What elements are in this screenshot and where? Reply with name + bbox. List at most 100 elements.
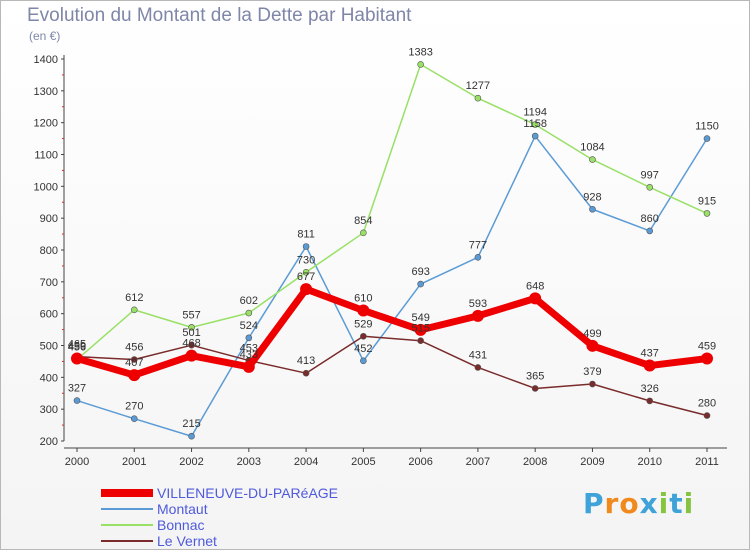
chart-title: Evolution du Montant de la Dette par Hab… bbox=[27, 5, 412, 26]
y-tick-label: 1100 bbox=[34, 150, 58, 162]
data-point[interactable] bbox=[188, 341, 195, 349]
y-tick-label: 400 bbox=[40, 372, 58, 384]
legend-item[interactable]: Bonnac bbox=[101, 517, 338, 533]
data-point[interactable] bbox=[589, 156, 596, 163]
data-point[interactable] bbox=[703, 210, 711, 217]
data-label: 928 bbox=[583, 191, 601, 203]
data-point[interactable] bbox=[245, 309, 253, 317]
data-point[interactable] bbox=[646, 397, 654, 405]
data-point[interactable] bbox=[417, 280, 424, 288]
data-point[interactable] bbox=[646, 183, 654, 191]
data-label: 326 bbox=[641, 383, 659, 395]
data-label: 433 bbox=[240, 349, 258, 361]
data-point[interactable] bbox=[531, 121, 539, 128]
data-point[interactable] bbox=[417, 337, 424, 345]
data-point[interactable] bbox=[360, 332, 367, 340]
data-point[interactable] bbox=[471, 309, 484, 322]
legend-label: Montaut bbox=[157, 501, 208, 517]
data-label: 811 bbox=[297, 228, 315, 240]
data-point[interactable] bbox=[643, 359, 656, 372]
legend-item[interactable]: Montaut bbox=[101, 501, 338, 517]
data-point[interactable] bbox=[188, 324, 195, 331]
data-label: 270 bbox=[125, 401, 143, 413]
y-tick-label: 200 bbox=[40, 436, 58, 448]
data-point[interactable] bbox=[703, 135, 711, 142]
chart-data-labels: 459 407 468 433 677 610 549 593 648 499 437 459 327 2… bbox=[68, 46, 719, 430]
data-point[interactable] bbox=[586, 339, 599, 352]
data-point[interactable] bbox=[701, 352, 713, 365]
y-tick-label: 600 bbox=[40, 309, 58, 321]
data-label: 524 bbox=[240, 320, 258, 332]
data-label: 693 bbox=[411, 266, 429, 278]
data-point[interactable] bbox=[703, 412, 711, 419]
data-label: 610 bbox=[354, 292, 372, 304]
y-tick-label: 1400 bbox=[34, 54, 58, 66]
data-point[interactable] bbox=[130, 356, 138, 363]
data-label: 602 bbox=[240, 295, 258, 307]
data-point[interactable] bbox=[302, 268, 310, 276]
data-point[interactable] bbox=[245, 334, 253, 342]
y-tick-label: 1200 bbox=[34, 118, 58, 130]
x-tick-label: 2007 bbox=[466, 456, 490, 468]
data-label: 648 bbox=[526, 280, 544, 292]
data-point[interactable] bbox=[357, 304, 370, 317]
x-tick-label: 2011 bbox=[695, 456, 719, 468]
data-label: 499 bbox=[583, 328, 601, 340]
data-point[interactable] bbox=[414, 323, 427, 336]
data-label: 677 bbox=[297, 271, 315, 283]
data-point[interactable] bbox=[589, 380, 596, 388]
data-point[interactable] bbox=[128, 369, 141, 382]
data-label: 515 bbox=[411, 323, 429, 335]
legend-swatch bbox=[101, 489, 153, 497]
x-tick-label: 2002 bbox=[179, 456, 203, 468]
data-label: 529 bbox=[354, 318, 372, 330]
series-line bbox=[73, 285, 711, 379]
legend-item[interactable]: Le Vernet bbox=[101, 533, 338, 549]
proxiti-logo: Proxiti bbox=[583, 487, 694, 520]
data-label: 1158 bbox=[523, 118, 547, 130]
data-point[interactable] bbox=[417, 61, 424, 68]
data-label: 459 bbox=[68, 341, 86, 353]
data-point[interactable] bbox=[531, 385, 539, 392]
logo-letter: t bbox=[669, 487, 684, 520]
data-point[interactable] bbox=[188, 432, 195, 440]
data-point[interactable] bbox=[302, 243, 310, 250]
data-label: 1277 bbox=[466, 80, 490, 92]
data-label: 365 bbox=[526, 370, 544, 382]
data-point[interactable] bbox=[73, 397, 81, 404]
data-point[interactable] bbox=[589, 205, 596, 213]
chart-series bbox=[71, 61, 713, 440]
logo-letter: i bbox=[683, 487, 695, 520]
data-label: 413 bbox=[297, 355, 315, 367]
data-point[interactable] bbox=[302, 369, 310, 377]
data-label: 379 bbox=[583, 366, 601, 378]
y-tick-label: 700 bbox=[40, 277, 58, 289]
legend-item[interactable]: VILLENEUVE-DU-PARéAGE bbox=[101, 485, 338, 501]
legend-swatch bbox=[101, 524, 153, 526]
data-point[interactable] bbox=[130, 306, 138, 314]
data-point[interactable] bbox=[185, 349, 198, 362]
data-point[interactable] bbox=[360, 229, 367, 237]
data-point[interactable] bbox=[242, 360, 255, 373]
data-point[interactable] bbox=[130, 415, 138, 423]
legend-label: Le Vernet bbox=[157, 533, 217, 549]
data-point[interactable] bbox=[71, 352, 83, 365]
data-label: 456 bbox=[125, 342, 143, 354]
data-point[interactable] bbox=[474, 254, 482, 261]
data-point[interactable] bbox=[300, 283, 313, 296]
data-label: 612 bbox=[125, 292, 143, 304]
data-point[interactable] bbox=[531, 132, 539, 140]
y-tick-label: 500 bbox=[40, 341, 58, 353]
data-point[interactable] bbox=[360, 357, 367, 365]
x-tick-label: 2004 bbox=[294, 456, 318, 468]
data-point[interactable] bbox=[474, 94, 482, 102]
legend-label: VILLENEUVE-DU-PARéAGE bbox=[157, 485, 339, 501]
data-label: 501 bbox=[182, 327, 200, 339]
data-point[interactable] bbox=[474, 364, 482, 371]
data-label: 453 bbox=[240, 342, 258, 354]
data-point[interactable] bbox=[646, 227, 654, 235]
data-label: 465 bbox=[68, 339, 86, 351]
data-point[interactable] bbox=[529, 292, 542, 305]
data-label: 468 bbox=[182, 338, 200, 350]
